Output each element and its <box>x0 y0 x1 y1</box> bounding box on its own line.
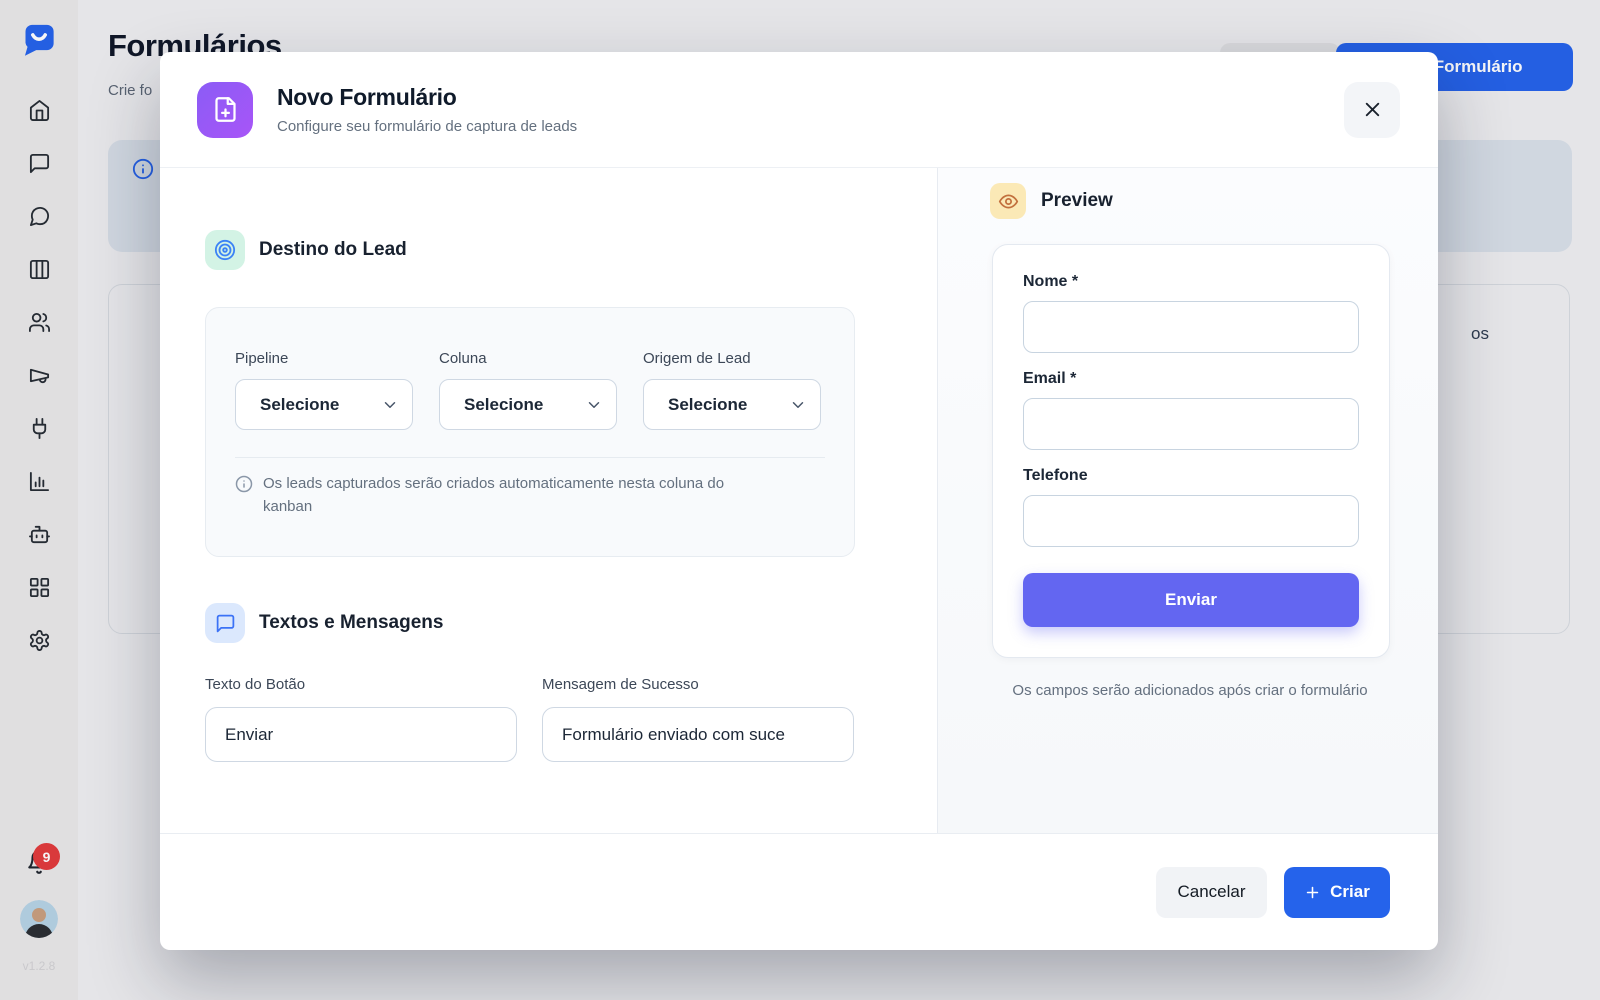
destino-help-text: Os leads capturados serão criados automa… <box>263 475 725 515</box>
users-icon[interactable] <box>28 311 51 334</box>
modal-body: Destino do Lead Pipeline Selecione Colun <box>160 168 1438 833</box>
success-message-input[interactable] <box>542 707 854 762</box>
divider <box>235 457 825 458</box>
success-message-label: Mensagem de Sucesso <box>542 676 699 693</box>
settings-gear-icon[interactable] <box>28 629 51 652</box>
app-version: v1.2.8 <box>22 959 56 973</box>
page-subtitle: Crie fo <box>108 82 153 99</box>
modal-footer: Cancelar Criar <box>160 833 1438 950</box>
banner-text-fragment: os <box>1471 324 1489 343</box>
notification-badge[interactable]: 9 <box>33 843 60 870</box>
form-preview-card: Nome * Email * Telefone Enviar <box>992 244 1390 658</box>
destino-card: Pipeline Selecione Coluna Selecione <box>205 307 855 557</box>
chevron-down-icon <box>588 401 600 408</box>
close-icon <box>1365 102 1379 117</box>
preview-title: Preview <box>1041 190 1113 211</box>
origem-label: Origem de Lead <box>643 350 751 367</box>
modal-subtitle: Configure seu formulário de captura de l… <box>277 118 578 135</box>
message-square-icon <box>205 603 245 643</box>
file-plus-icon <box>197 81 253 138</box>
pipeline-select[interactable]: Selecione <box>235 379 413 430</box>
textos-section-title: Textos e Mensagens <box>259 612 444 633</box>
preview-note: Os campos serão adicionados após criar o… <box>1012 682 1368 699</box>
plug-icon[interactable] <box>28 417 51 440</box>
bar-chart-icon[interactable] <box>28 470 51 493</box>
target-icon <box>205 230 245 270</box>
coluna-label: Coluna <box>439 350 487 367</box>
button-text-input[interactable] <box>205 707 517 762</box>
form-config-pane: Destino do Lead Pipeline Selecione Colun <box>160 168 937 833</box>
chevron-down-icon <box>792 401 804 408</box>
create-button-label: Criar <box>1330 882 1370 901</box>
eye-icon <box>990 183 1026 219</box>
origem-select-value: Selecione <box>668 394 748 414</box>
apps-grid-icon[interactable] <box>28 576 51 599</box>
kanban-columns-icon[interactable] <box>28 258 51 281</box>
message-circle-icon[interactable] <box>28 205 51 228</box>
user-avatar[interactable] <box>20 900 58 938</box>
coluna-select[interactable]: Selecione <box>439 379 617 430</box>
close-button[interactable] <box>1344 81 1400 138</box>
preview-nome-input[interactable] <box>1023 301 1359 353</box>
info-icon <box>235 475 253 493</box>
preview-email-input[interactable] <box>1023 398 1359 450</box>
pipeline-select-value: Selecione <box>260 394 340 414</box>
origem-select[interactable]: Selecione <box>643 379 821 430</box>
create-button[interactable]: Criar <box>1284 866 1390 918</box>
pipeline-label: Pipeline <box>235 350 289 367</box>
preview-submit-button[interactable]: Enviar <box>1023 573 1359 627</box>
plus-icon <box>1306 886 1319 898</box>
info-icon <box>132 158 154 180</box>
brand-logo-icon[interactable] <box>21 22 57 58</box>
destino-section-title: Destino do Lead <box>259 239 407 260</box>
cancel-button[interactable]: Cancelar <box>1156 866 1267 918</box>
preview-header: Preview <box>990 183 1438 219</box>
sidebar: 9 v1.2.8 <box>0 0 78 1000</box>
textos-section-header: Textos e Mensagens <box>205 603 855 643</box>
modal-header: Novo Formulário Configure seu formulário… <box>160 52 1438 168</box>
preview-nome-label: Nome * <box>1023 273 1079 290</box>
preview-pane: Preview Nome * Email * Telefone Enviar O… <box>937 168 1438 833</box>
message-square-icon[interactable] <box>28 152 51 175</box>
modal-titles: Novo Formulário Configure seu formulário… <box>277 84 577 135</box>
modal-title: Novo Formulário <box>277 84 457 110</box>
button-text-label: Texto do Botão <box>205 676 306 693</box>
preview-telefone-input[interactable] <box>1023 495 1359 547</box>
megaphone-icon[interactable] <box>28 364 51 387</box>
preview-email-label: Email * <box>1023 370 1077 387</box>
bot-icon[interactable] <box>28 523 51 546</box>
destino-section-header: Destino do Lead <box>205 230 855 270</box>
home-icon[interactable] <box>28 99 51 122</box>
preview-telefone-label: Telefone <box>1023 467 1088 484</box>
chevron-down-icon <box>384 401 396 408</box>
coluna-select-value: Selecione <box>464 394 544 414</box>
sidebar-nav <box>0 99 78 652</box>
destino-help: Os leads capturados serão criados automa… <box>235 473 825 518</box>
new-form-modal: Novo Formulário Configure seu formulário… <box>160 52 1438 950</box>
